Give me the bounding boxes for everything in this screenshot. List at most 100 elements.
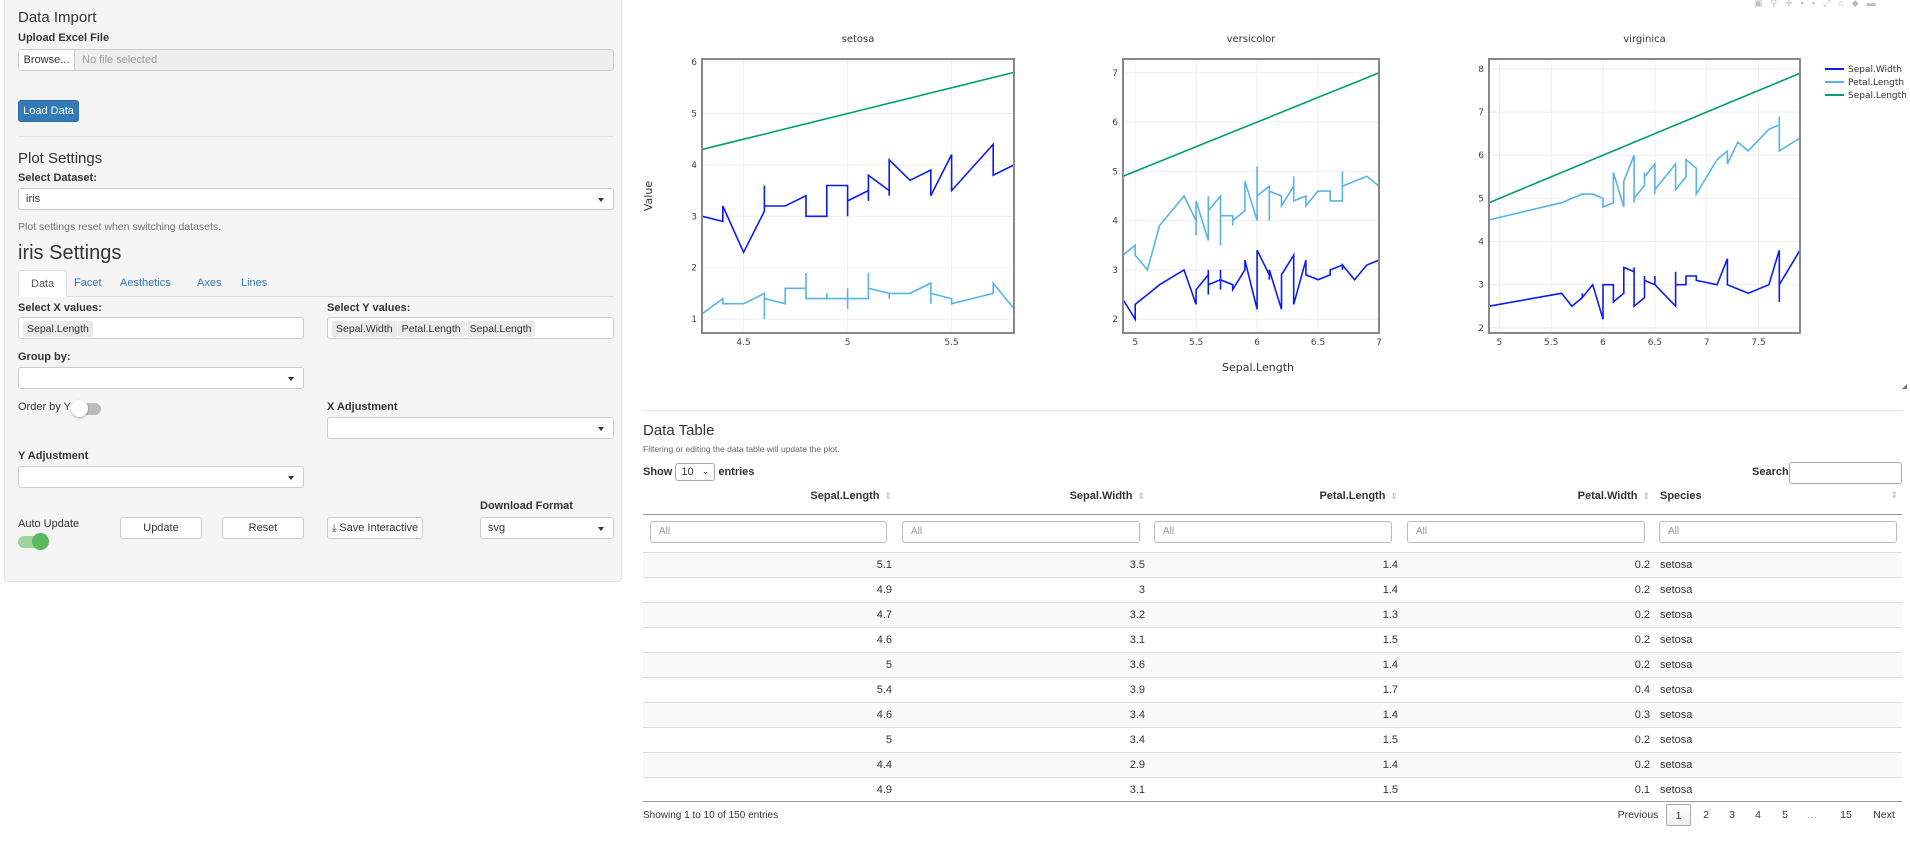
tab-lines[interactable]: Lines <box>241 277 268 289</box>
dataset-select[interactable]: iris <box>18 188 614 210</box>
sidebar-panel: Data Import Upload Excel File Browse... … <box>4 0 622 582</box>
table-row[interactable]: 4.6 3.1 1.5 0.2 setosa <box>643 627 1902 652</box>
tab-data[interactable]: Data <box>18 270 68 297</box>
pagination-page-1[interactable]: 1 <box>1666 804 1691 826</box>
tab-facet[interactable]: Facet <box>74 277 102 289</box>
x-tick-label: 5 <box>1496 338 1502 348</box>
y-tick-label: 7 <box>1112 69 1118 79</box>
sort-icon: ⇕ <box>1137 491 1145 501</box>
divider <box>18 136 614 137</box>
y-values-input[interactable]: Sepal.Width Petal.Length Sepal.Length <box>327 317 614 339</box>
table-cell: 4.7 <box>876 609 892 621</box>
spike-icon[interactable]: ◆ <box>1851 0 1859 8</box>
pagination-previous[interactable]: Previous <box>1617 809 1659 821</box>
table-cell: 3.1 <box>1129 784 1145 796</box>
x-tick-label: 6 <box>1254 338 1260 348</box>
table-cell: 4.9 <box>876 784 892 796</box>
hover-icon[interactable]: ▬ <box>1866 0 1876 8</box>
series-line-petal-length <box>701 272 1015 320</box>
y-tick-label: 4 <box>691 161 697 171</box>
data-table-title: Data Table <box>643 422 715 439</box>
auto-update-toggle[interactable] <box>18 533 49 550</box>
x-tick-label: 5.5 <box>1544 338 1558 348</box>
x-tick-label: 6 <box>1600 338 1606 348</box>
reset-button[interactable]: Reset <box>222 517 304 539</box>
search-input[interactable] <box>1789 462 1902 484</box>
x-values-input[interactable]: Sepal.Length <box>18 317 304 339</box>
zoom-in-icon[interactable]: ▪ <box>1800 0 1804 8</box>
y-value-chip[interactable]: Petal.Length <box>397 321 465 337</box>
panel-frame <box>1122 58 1380 334</box>
table-row[interactable]: 4.7 3.2 1.3 0.2 setosa <box>643 602 1902 627</box>
table-cell: setosa <box>1660 784 1693 796</box>
table-row[interactable]: 4.9 3 1.4 0.2 setosa <box>643 577 1902 602</box>
resize-handle-icon[interactable] <box>1902 384 1907 389</box>
y-value-chip[interactable]: Sepal.Length <box>465 321 536 337</box>
filter-petal-width[interactable]: All <box>1407 521 1645 543</box>
zoom-icon[interactable]: ⚲ <box>1770 0 1778 8</box>
panel-frame <box>1488 58 1801 334</box>
table-cell: 1.4 <box>1382 659 1398 671</box>
pagination-page-4[interactable]: 4 <box>1755 809 1761 821</box>
x-tick-label: 5 <box>1132 338 1138 348</box>
pagination-page-2[interactable]: 2 <box>1703 809 1709 821</box>
pan-icon[interactable]: ✛ <box>1785 0 1793 8</box>
column-header-petal-length[interactable]: Petal.Length ⇕ <box>1145 490 1398 510</box>
column-header-sepal-length[interactable]: Sepal.Length ⇕ <box>643 490 892 510</box>
table-row[interactable]: 4.4 2.9 1.4 0.2 setosa <box>643 752 1902 777</box>
x-tick-label: 5 <box>845 338 851 348</box>
pagination-page-15[interactable]: 15 <box>1840 809 1852 821</box>
x-value-chip[interactable]: Sepal.Length <box>23 321 93 337</box>
x-adjustment-select[interactable] <box>327 417 614 439</box>
sort-icon: ⇕ <box>1642 491 1650 501</box>
y-adjustment-select[interactable] <box>18 466 304 488</box>
page-length-select[interactable]: 10 ⌄ <box>675 463 716 481</box>
load-data-button[interactable]: Load Data <box>18 100 79 122</box>
filter-sepal-length[interactable]: All <box>650 521 887 543</box>
home-icon[interactable]: ⌂ <box>1838 0 1844 8</box>
column-header-label: Sepal.Length <box>810 490 880 502</box>
divider <box>643 410 1902 411</box>
filter-petal-length[interactable]: All <box>1154 521 1392 543</box>
table-cell: 0.4 <box>1634 684 1650 696</box>
table-row[interactable]: 5 3.4 1.5 0.2 setosa <box>643 727 1902 752</box>
y-value-chip[interactable]: Sepal.Width <box>332 321 397 337</box>
order-by-y-toggle[interactable] <box>71 400 101 417</box>
table-cell: 0.3 <box>1634 709 1650 721</box>
update-button[interactable]: Update <box>120 517 202 539</box>
table-cell: 3.5 <box>1129 559 1145 571</box>
x-tick-label: 7 <box>1704 338 1710 348</box>
table-row[interactable]: 4.6 3.4 1.4 0.3 setosa <box>643 702 1902 727</box>
table-cell: 4.6 <box>876 634 892 646</box>
zoom-out-icon[interactable]: ▪ <box>1811 0 1816 8</box>
group-by-select[interactable] <box>18 367 304 389</box>
pagination-next[interactable]: Next <box>1873 809 1895 821</box>
x-tick-label: 6.5 <box>1648 338 1662 348</box>
column-header-label: Petal.Length <box>1319 490 1386 502</box>
table-row[interactable]: 5.1 3.5 1.4 0.2 setosa <box>643 552 1902 577</box>
browse-button[interactable]: Browse... <box>18 49 75 71</box>
column-header-petal-width[interactable]: Petal.Width ⇕ <box>1398 490 1650 510</box>
pagination-page-5[interactable]: 5 <box>1782 809 1788 821</box>
autoscale-icon[interactable]: ⤢ <box>1823 0 1831 8</box>
dataset-help-text: Plot settings reset when switching datas… <box>18 221 222 233</box>
camera-icon[interactable]: ▣ <box>1754 0 1763 8</box>
column-header-sepal-width[interactable]: Sepal.Width ⇕ <box>892 490 1145 510</box>
tab-aesthetics[interactable]: Aesthetics <box>120 277 171 289</box>
table-cell: 1.5 <box>1382 734 1398 746</box>
y-tick-label: 5 <box>1478 194 1484 204</box>
file-input[interactable]: Browse... No file selected <box>18 49 614 71</box>
faceted-line-chart[interactable]: 1 2 3 4 5 6 4.5 5 5.5 setosa 2 3 4 5 6 7 5 5.5 6 6.5 7 versic… <box>0 0 1910 400</box>
download-format-select[interactable]: svg <box>480 517 614 539</box>
tab-axes[interactable]: Axes <box>197 277 222 289</box>
save-interactive-button[interactable]: ⤓ Save Interactive <box>327 517 423 539</box>
filter-species[interactable]: All <box>1659 521 1897 543</box>
column-header-species[interactable]: Species ⇕ <box>1660 490 1902 510</box>
series-line-sepal-width <box>1488 249 1801 320</box>
pagination-page-3[interactable]: 3 <box>1729 809 1735 821</box>
table-row[interactable]: 5.4 3.9 1.7 0.4 setosa <box>643 677 1902 702</box>
y-axis-title: Value <box>642 181 655 211</box>
table-row[interactable]: 4.9 3.1 1.5 0.1 setosa <box>643 777 1902 802</box>
table-row[interactable]: 5 3.6 1.4 0.2 setosa <box>643 652 1902 677</box>
filter-sepal-width[interactable]: All <box>902 521 1140 543</box>
